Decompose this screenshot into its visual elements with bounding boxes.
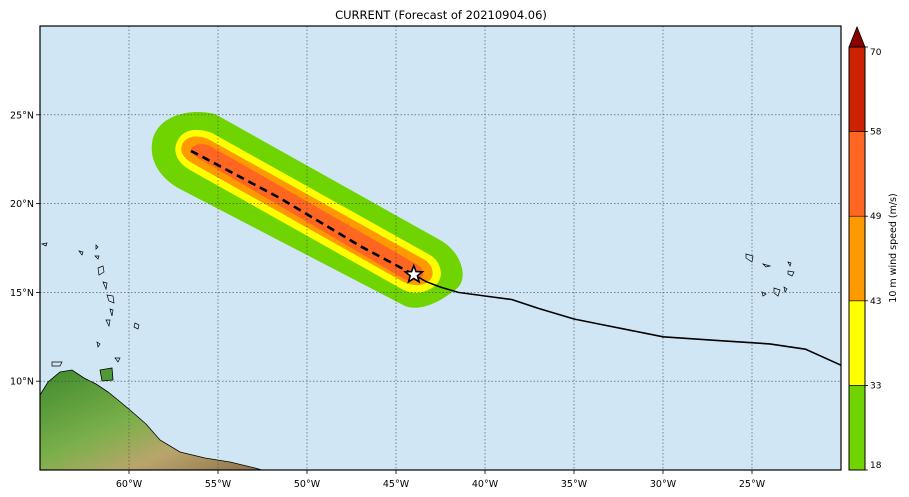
y-tick-label: 15°N [10,288,34,299]
colorbar-tick-label: 70 [870,48,882,58]
colorbar-tick-label: 43 [870,297,881,307]
x-tick-label: 60°W [116,479,143,490]
past-track-line [413,273,841,366]
colorbar-tick-label: 58 [870,128,882,138]
y-tick-label: 10°N [10,377,34,388]
colorbar-segment [848,215,866,302]
colorbar-tick-label: 33 [870,381,881,391]
x-tick-label: 30°W [650,479,677,490]
x-tick-label: 25°W [739,479,766,490]
colorbar-label: 10 m wind speed (m/s) [888,193,899,302]
land-masses [40,242,795,470]
x-tick-label: 55°W [205,479,232,490]
colorbar-tick-label: 49 [870,212,882,222]
x-tick-label: 40°W [472,479,499,490]
x-tick-label: 45°W [383,479,410,490]
island-barbados [133,322,140,330]
latitude-tick-labels: 10°N 15°N 20°N 25°N [10,110,40,388]
x-tick-label: 35°W [561,479,588,490]
y-tick-label: 25°N [10,110,34,121]
island-trinidad [99,367,114,382]
south-america-landmass [40,369,263,470]
colorbar-extend-triangle [848,25,866,48]
map-frame [39,25,842,471]
colorbar-tick-label: 18 [870,461,882,471]
colorbar-segment [848,385,866,471]
star-icon [403,263,425,284]
colorbar-frame [848,46,866,471]
colorbar: 18 33 43 49 58 70 10 m wind speed (m/s) [848,25,899,471]
map-title: CURRENT (Forecast of 20210904.06) [335,8,547,22]
gridlines [40,26,841,470]
colorbar-segment [848,131,866,217]
y-tick-label: 20°N [10,199,34,210]
longitude-tick-labels: 60°W 55°W 50°W 45°W 40°W 35°W 30°W 25°W [116,470,766,490]
forecast-track-line [188,149,415,276]
colorbar-segment [848,46,866,132]
map-panel [39,25,842,471]
colorbar-segment [848,300,866,386]
lesser-antilles-islands [40,242,121,367]
x-tick-label: 50°W [294,479,321,490]
